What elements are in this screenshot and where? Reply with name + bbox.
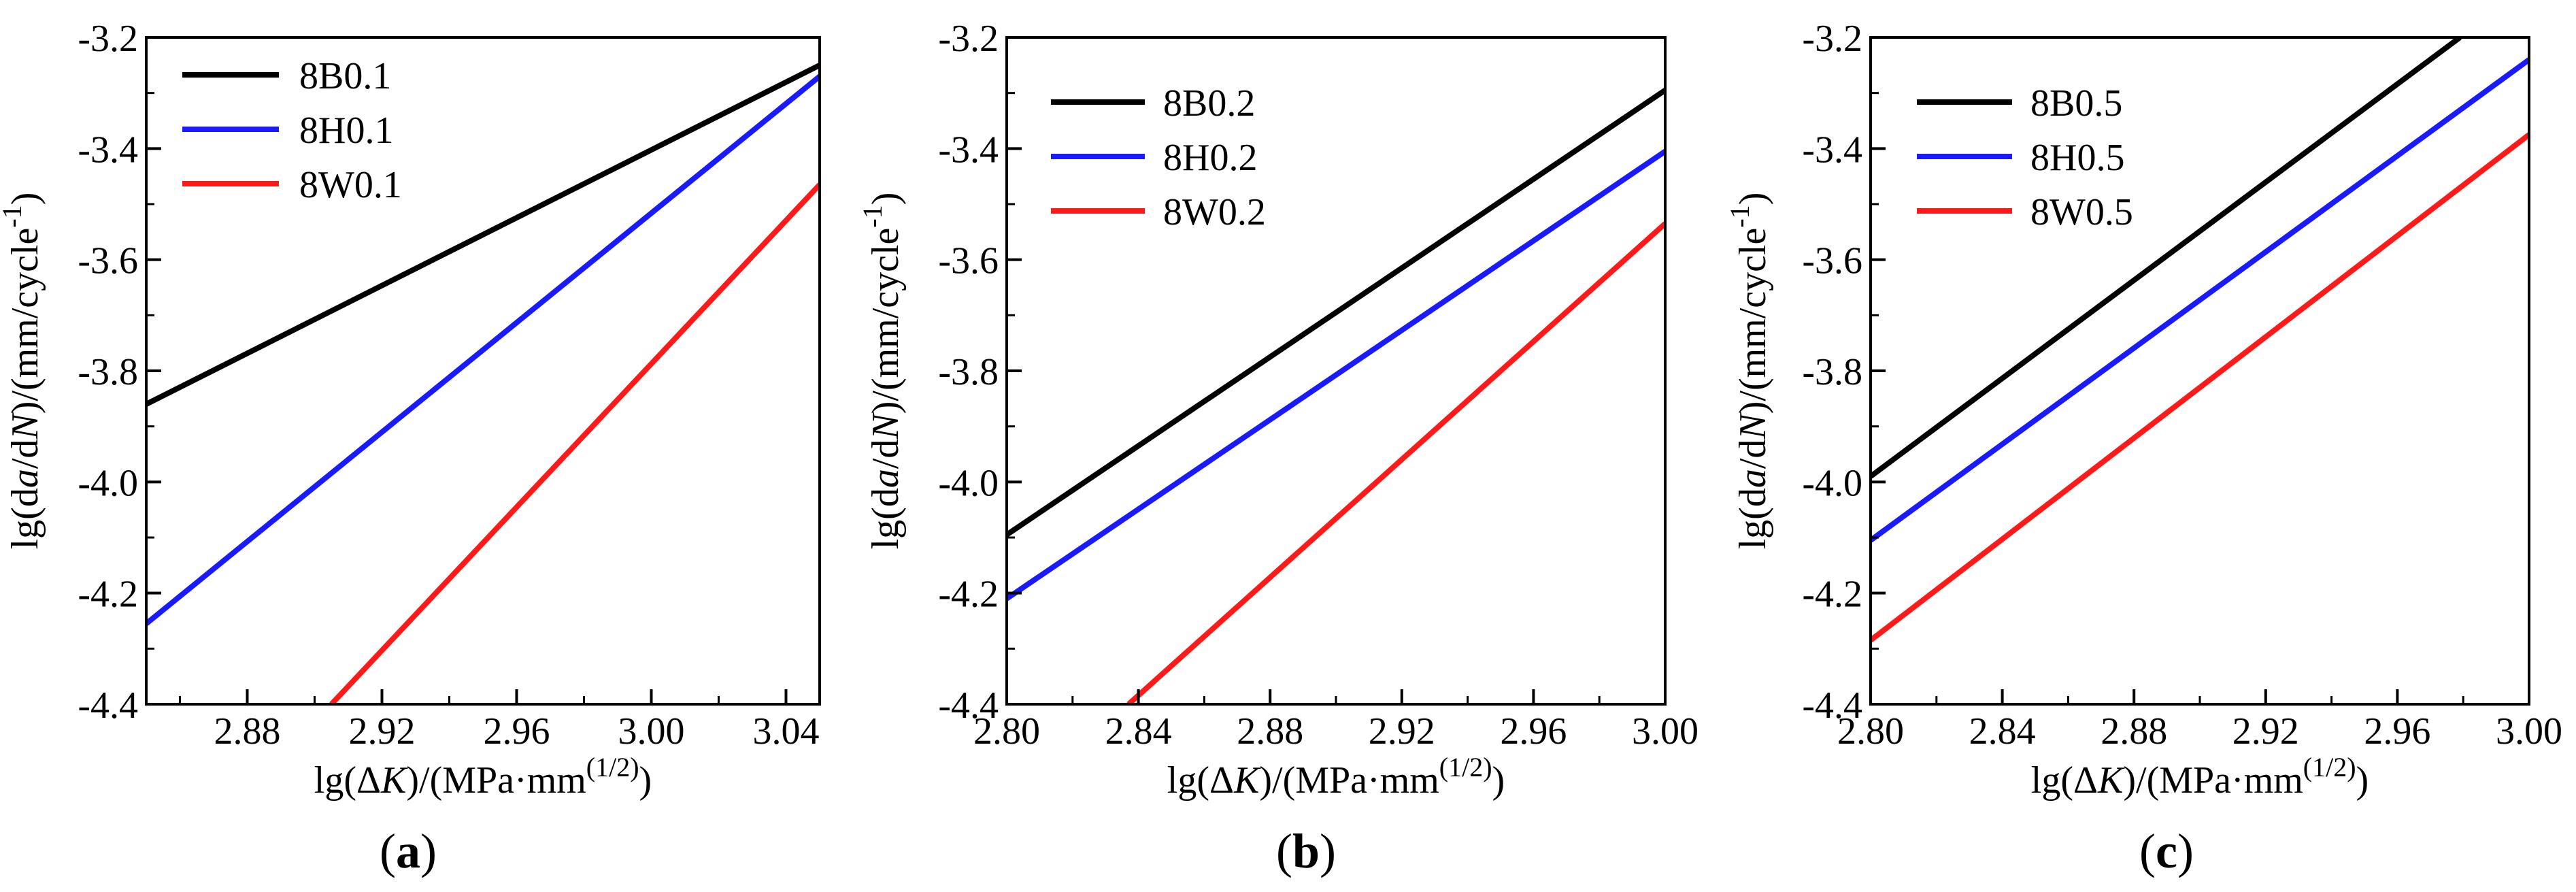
y-axis-title: lg(da/dN)/(mm/cycle-1)	[1724, 193, 1774, 550]
x-axis-title: lg(ΔK)/(MPa·mm(1/2))	[1167, 752, 1505, 802]
x-tick-label: 3.00	[618, 710, 685, 753]
legend-label-8H0.2: 8H0.2	[1163, 137, 1257, 179]
plot-frame	[145, 36, 821, 706]
y-tick-label: -3.6	[1802, 240, 1862, 282]
x-axis-title: lg(ΔK)/(MPa·mm(1/2))	[314, 752, 652, 802]
y-tick-label: -3.2	[938, 18, 999, 60]
x-tick-label: 2.96	[484, 710, 550, 753]
x-tick-label: 2.88	[2101, 710, 2167, 753]
y-tick-label: -4.0	[938, 462, 999, 504]
x-tick-label: 3.00	[1632, 710, 1699, 753]
x-tick-label: 2.80	[1837, 710, 1904, 753]
series-line-8W0.5	[1871, 132, 2529, 643]
y-tick-label: -4.2	[938, 574, 999, 616]
x-tick-label: 3.04	[753, 710, 820, 753]
y-tick-label: -4.2	[78, 574, 138, 616]
series-line-8B0.5	[1871, 37, 2462, 479]
y-tick-label: -3.6	[938, 240, 999, 282]
series-line-8H0.2	[1007, 149, 1665, 601]
y-tick-label: -3.2	[1802, 18, 1862, 60]
series-line-8W0.2	[1126, 221, 1665, 704]
y-tick-label: -3.2	[78, 18, 138, 60]
x-tick-label: 2.80	[973, 710, 1040, 753]
legend-label-8B0.2: 8B0.2	[1163, 82, 1255, 125]
legend: 8B0.2 8H0.2 8W0.2	[1051, 82, 1266, 233]
x-tick-label: 2.88	[214, 710, 281, 753]
y-tick-label: -4.4	[78, 684, 138, 727]
y-tick-label: -3.4	[938, 129, 999, 171]
panel-label: (c)	[2139, 824, 2194, 878]
legend-label-8H0.5: 8H0.5	[2030, 137, 2124, 179]
x-tick-label: 2.96	[1500, 710, 1567, 753]
y-tick-label: -3.4	[1802, 129, 1862, 171]
x-tick-label: 2.92	[349, 710, 416, 753]
x-axis-title: lg(ΔK)/(MPa·mm(1/2))	[2031, 752, 2369, 802]
plot-frame	[1869, 36, 2530, 706]
series-line-8H0.1	[146, 74, 820, 626]
panel-label: (a)	[380, 824, 437, 878]
y-tick-label: -4.4	[938, 684, 999, 727]
x-tick-label: 2.84	[1969, 710, 2036, 753]
y-tick-label: -3.6	[78, 240, 138, 282]
x-tick-label: 3.00	[2496, 710, 2562, 753]
x-tick-label: 2.96	[2364, 710, 2430, 753]
y-tick-label: -4.0	[78, 462, 138, 504]
legend-label-8W0.1: 8W0.1	[299, 164, 402, 206]
series-line-8H0.5	[1871, 57, 2529, 543]
series-line-8W0.1	[329, 182, 820, 704]
legend-label-8B0.1: 8B0.1	[299, 55, 391, 97]
y-tick-label: -4.0	[1802, 462, 1862, 504]
legend-label-8W0.5: 8W0.5	[2030, 191, 2133, 233]
panel-b: 2.80 2.84 2.88 2.92 2.96 3.00 -4.4 -4.2 -4.0 -3.8…	[857, 18, 1699, 878]
panel-c: 2.80 2.84 2.88 2.92 2.96 3.00 -4.4 -4.2 -4.0 -3.8…	[1724, 18, 2562, 878]
y-tick-label: -4.4	[1802, 684, 1862, 727]
x-tick-label: 2.92	[1369, 710, 1435, 753]
series-line-8B0.1	[146, 63, 820, 407]
y-tick-label: -3.8	[938, 351, 999, 393]
y-axis-title: lg(da/dN)/(mm/cycle-1)	[0, 193, 46, 550]
y-tick-label: -4.2	[1802, 574, 1862, 616]
x-tick-label: 2.92	[2232, 710, 2299, 753]
plot-frame	[1005, 36, 1667, 706]
x-tick-label: 2.88	[1237, 710, 1303, 753]
y-tick-label: -3.8	[1802, 351, 1862, 393]
panel-a: 2.88 2.92 2.96 3.00 3.04 -4.4 -4.2 -4.0 -3.8 -3.6…	[0, 18, 821, 878]
y-tick-label: -3.4	[78, 129, 138, 171]
y-tick-label: -3.8	[78, 351, 138, 393]
x-tick-label: 2.84	[1105, 710, 1172, 753]
legend: 8B0.1 8H0.1 8W0.1	[182, 55, 402, 206]
legend-label-8W0.2: 8W0.2	[1163, 191, 1266, 233]
legend: 8B0.5 8H0.5 8W0.5	[1917, 82, 2133, 233]
legend-label-8B0.5: 8B0.5	[2030, 82, 2122, 125]
y-axis-title: lg(da/dN)/(mm/cycle-1)	[857, 193, 907, 550]
legend-label-8H0.1: 8H0.1	[299, 110, 393, 152]
panel-label: (b)	[1276, 824, 1336, 878]
series-line-8B0.2	[1007, 88, 1665, 538]
